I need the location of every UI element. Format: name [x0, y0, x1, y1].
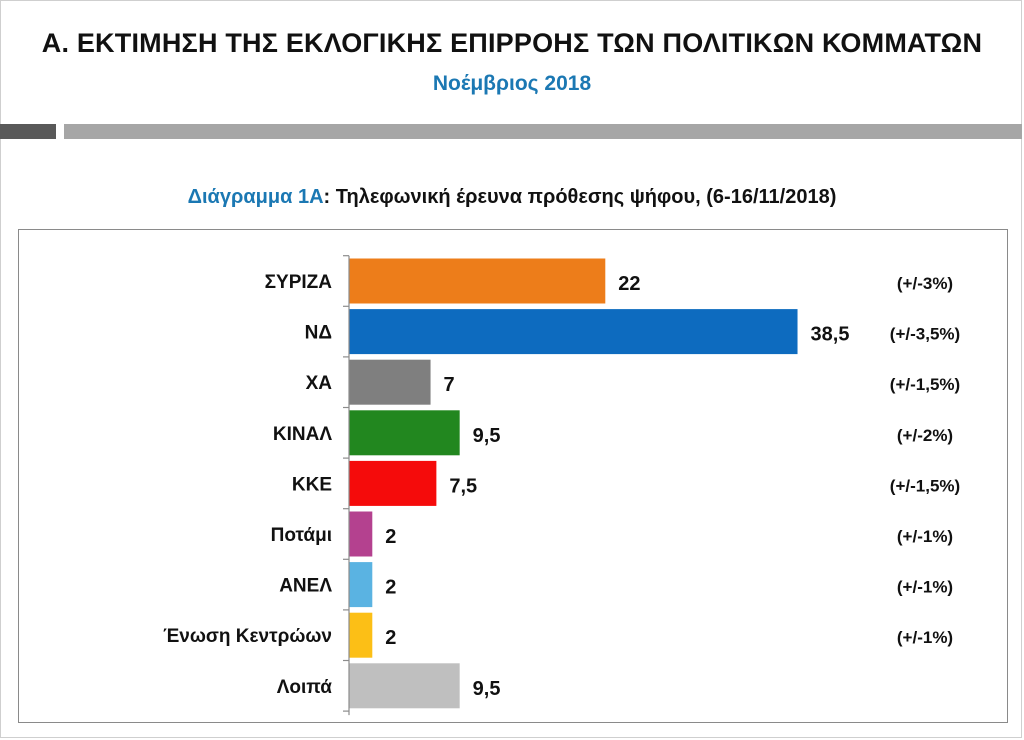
value-label: 2	[385, 526, 396, 548]
category-label: ΚΙΝΑΛ	[273, 424, 332, 445]
page-title: Α. ΕΚΤΙΜΗΣΗ ΤΗΣ ΕΚΛΟΓΙΚΗΣ ΕΠΙΡΡΟΗΣ ΤΩΝ Π…	[41, 28, 983, 58]
chart-caption-prefix: Διάγραμμα 1Α	[187, 186, 324, 208]
error-margin-label: (+/-1%)	[897, 578, 953, 597]
error-margin-label: (+/-3%)	[897, 274, 953, 293]
category-label: ΚΚΕ	[292, 474, 332, 495]
bar-2	[349, 359, 431, 405]
page-subtitle: Νοέμβριος 2018	[432, 72, 592, 95]
bar-6	[349, 562, 373, 608]
bar-1	[349, 309, 798, 355]
value-label: 7,5	[449, 475, 477, 497]
category-label: ΝΔ	[305, 323, 332, 344]
chart-caption-text: : Τηλεφωνική έρευνα πρόθεσης ψήφου, (6-1…	[323, 186, 837, 208]
error-margin-label: (+/-1%)	[897, 527, 953, 546]
value-label: 9,5	[473, 678, 501, 700]
bar-5	[349, 511, 373, 557]
value-label: 7	[444, 374, 455, 396]
category-label: ΑΝΕΛ	[279, 576, 332, 597]
header-divider-light	[64, 124, 1022, 139]
chart-caption: Διάγραμμα 1Α: Τηλεφωνική έρευνα πρόθεσης…	[0, 186, 1024, 209]
value-label: 2	[385, 577, 396, 599]
error-margin-label: (+/-1,5%)	[890, 476, 960, 495]
error-margin-label: (+/-1%)	[897, 628, 953, 647]
category-label: ΣΥΡΙΖΑ	[265, 272, 333, 293]
category-label: ΧΑ	[306, 373, 333, 394]
error-margin-label: (+/-2%)	[897, 426, 953, 445]
bar-8	[349, 663, 460, 709]
category-label: Ένωση Κεντρώων	[163, 626, 332, 647]
value-label: 9,5	[473, 425, 501, 447]
category-label: Λοιπά	[277, 677, 333, 698]
value-label: 38,5	[811, 324, 850, 346]
value-label: 2	[385, 627, 396, 649]
value-label: 22	[618, 273, 640, 295]
error-margin-label: (+/-1,5%)	[890, 375, 960, 394]
bar-3	[349, 410, 460, 456]
chart-box	[18, 229, 1008, 723]
bar-7	[349, 612, 373, 658]
error-margin-label: (+/-3,5%)	[890, 325, 960, 344]
bar-4	[349, 460, 437, 506]
header-divider-dark	[0, 124, 56, 139]
category-label: Ποτάμι	[271, 525, 332, 546]
bar-0	[349, 258, 606, 304]
